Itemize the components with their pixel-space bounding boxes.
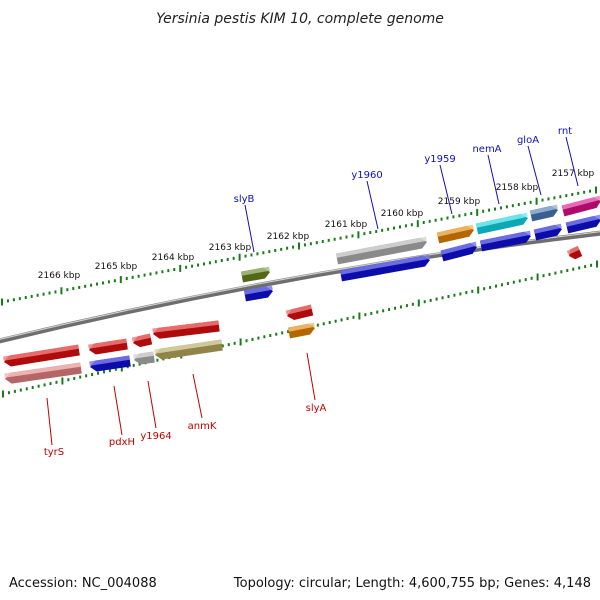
- gene-feature: [152, 320, 220, 339]
- gene-labels: rnt gloA nemA y1959 y1960 slyB tyrS pdxH y1964 an…: [44, 126, 579, 458]
- scale-label: 2161 kbp: [325, 220, 368, 230]
- gene-label-tyrS: tyrS: [44, 447, 64, 458]
- gene-feature: [3, 344, 80, 367]
- scale-label: 2159 kbp: [438, 197, 481, 207]
- gene-feature: [154, 339, 223, 360]
- gene-label-y1959: y1959: [424, 154, 455, 165]
- gene-leader-line: [192, 373, 203, 419]
- gene-label-gloA: gloA: [517, 135, 539, 146]
- map-title: Yersinia pestis KIM 10, complete genome: [156, 11, 444, 27]
- gene-feature: [335, 236, 427, 265]
- scale-label: 2163 kbp: [209, 243, 252, 253]
- gene-feature: [241, 266, 270, 283]
- gene-leader-line: [306, 352, 316, 401]
- scale-label: 2160 kbp: [381, 209, 424, 219]
- accession-text: Accession: NC_004088: [9, 576, 157, 591]
- gene-leader-line: [366, 180, 379, 230]
- gene-leader-line: [565, 136, 579, 187]
- gene-label-slyA: slyA: [306, 403, 327, 414]
- scale-labels: 2157 kbp 2158 kbp 2159 kbp 2160 kbp 2161 kbp…: [38, 169, 595, 281]
- gene-feature: [440, 241, 477, 262]
- gene-feature: [244, 285, 273, 302]
- gene-label-slyB: slyB: [234, 194, 255, 205]
- gene-label-y1960: y1960: [351, 170, 382, 181]
- gene-feature: [131, 333, 153, 348]
- scale-label: 2164 kbp: [152, 253, 195, 263]
- gene-feature: [340, 254, 430, 282]
- gene-leader-line: [439, 164, 453, 215]
- gene-feature: [565, 214, 600, 234]
- scale-label: 2157 kbp: [552, 169, 595, 179]
- gene-label-anmK: anmK: [188, 421, 217, 432]
- gene-leader-line: [487, 154, 500, 205]
- scale-label: 2166 kbp: [38, 271, 81, 281]
- gene-label-pdxH: pdxH: [109, 437, 135, 448]
- gene-feature: [89, 355, 131, 372]
- scale-label: 2162 kbp: [267, 232, 310, 242]
- outer-scale-ticks: [1, 186, 597, 306]
- gene-leader-line: [244, 204, 255, 253]
- gene-leader-line: [113, 385, 123, 436]
- gene-leader-line: [46, 397, 53, 446]
- gene-label-y1964: y1964: [140, 431, 171, 442]
- gene-feature: [88, 338, 128, 355]
- gene-feature: [285, 304, 314, 320]
- gene-feature: [479, 230, 531, 252]
- genome-summary-text: Topology: circular; Length: 4,600,755 bp…: [233, 576, 591, 591]
- gene-feature: [533, 223, 562, 241]
- gene-feature: [561, 195, 600, 217]
- gene-feature: [436, 224, 474, 244]
- top-strand-features: [241, 195, 600, 302]
- gene-feature: [4, 362, 82, 384]
- gene-feature: [475, 212, 528, 235]
- gene-feature: [566, 245, 583, 260]
- gene-feature: [529, 204, 558, 222]
- gene-feature: [287, 322, 315, 339]
- gene-label-nemA: nemA: [472, 144, 501, 155]
- scale-label: 2165 kbp: [95, 262, 138, 272]
- bottom-strand-features: [3, 304, 315, 384]
- gene-leader-line: [147, 380, 157, 429]
- scale-label: 2158 kbp: [496, 183, 539, 193]
- gene-leader-line: [527, 145, 542, 196]
- gene-label-rnt: rnt: [558, 126, 572, 137]
- gene-feature: [133, 351, 155, 365]
